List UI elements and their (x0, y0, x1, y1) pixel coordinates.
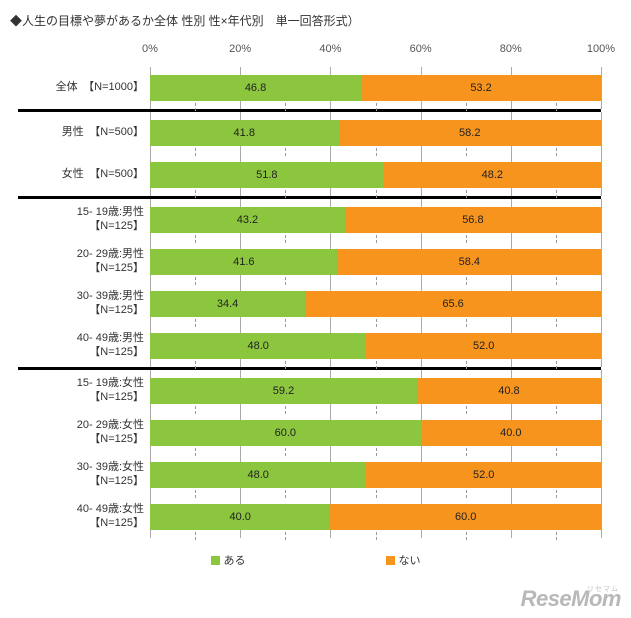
bar-segment-no: 52.0 (366, 462, 601, 488)
chart-rows: 全体 【N=1000】46.853.2男性 【N=500】41.858.2女性 … (10, 67, 621, 538)
stacked-bar: 48.052.0 (150, 333, 601, 359)
bar-segment-yes: 41.8 (150, 120, 339, 146)
data-row: 40- 49歳:男性 【N=125】48.052.0 (10, 325, 621, 367)
bar-segment-yes: 34.4 (150, 291, 305, 317)
row-plot: 60.040.0 (150, 412, 601, 454)
row-plot: 48.052.0 (150, 325, 601, 367)
legend-item: ない (386, 552, 421, 568)
bar-segment-no: 60.0 (330, 504, 601, 530)
row-label: 40- 49歳:女性 【N=125】 (10, 503, 150, 531)
row-label: 20- 29歳:女性 【N=125】 (10, 419, 150, 447)
chart-area: 0%20%40%60%80%100% 全体 【N=1000】46.853.2男性… (10, 43, 621, 568)
axis-tick-label: 80% (500, 43, 522, 55)
stacked-bar: 59.240.8 (150, 378, 601, 404)
stacked-bar: 43.256.8 (150, 207, 601, 233)
data-row: 20- 29歳:男性 【N=125】41.658.4 (10, 241, 621, 283)
stacked-bar: 60.040.0 (150, 420, 601, 446)
data-row: 15- 19歳:男性 【N=125】43.256.8 (10, 199, 621, 241)
axis-tick-label: 0% (142, 43, 158, 55)
chart-container: ◆人生の目標や夢があるか全体 性別 性×年代別 単一回答形式） 0% 20% 40%… (0, 0, 631, 568)
bar-segment-no: 58.4 (338, 249, 601, 275)
stacked-bar: 34.465.6 (150, 291, 601, 317)
row-label: 女性 【N=500】 (10, 168, 150, 182)
legend-label: ある (224, 552, 246, 568)
bar-segment-no: 40.0 (421, 420, 601, 446)
row-plot: 41.858.2 (150, 112, 601, 154)
bar-segment-no: 56.8 (345, 207, 601, 233)
row-plot: 34.465.6 (150, 283, 601, 325)
data-row: 40- 49歳:女性 【N=125】40.060.0 (10, 496, 621, 538)
legend-swatch (386, 556, 395, 565)
row-plot: 43.256.8 (150, 199, 601, 241)
row-label: 20- 29歳:男性 【N=125】 (10, 248, 150, 276)
data-row: 全体 【N=1000】46.853.2 (10, 67, 621, 109)
row-label: 15- 19歳:男性 【N=125】 (10, 206, 150, 234)
row-label: 男性 【N=500】 (10, 126, 150, 140)
bar-segment-yes: 48.0 (150, 333, 366, 359)
row-label: 30- 39歳:男性 【N=125】 (10, 290, 150, 318)
x-axis: 0% 20% 40% 60% 80% 100% (10, 43, 621, 61)
bar-segment-yes: 48.0 (150, 462, 366, 488)
row-label: 全体 【N=1000】 (10, 81, 150, 95)
bar-segment-no: 48.2 (384, 162, 601, 188)
row-plot: 46.853.2 (150, 67, 601, 109)
row-plot: 59.240.8 (150, 370, 601, 412)
bar-segment-no: 58.2 (339, 120, 601, 146)
stacked-bar: 40.060.0 (150, 504, 601, 530)
bar-segment-yes: 60.0 (150, 420, 421, 446)
data-row: 男性 【N=500】41.858.2 (10, 112, 621, 154)
chart-title: ◆人生の目標や夢があるか全体 性別 性×年代別 単一回答形式） (10, 12, 621, 29)
data-row: 15- 19歳:女性 【N=125】59.240.8 (10, 370, 621, 412)
legend-swatch (211, 556, 220, 565)
data-row: 30- 39歳:男性 【N=125】34.465.6 (10, 283, 621, 325)
stacked-bar: 48.052.0 (150, 462, 601, 488)
bar-segment-no: 40.8 (417, 378, 601, 404)
row-plot: 41.658.4 (150, 241, 601, 283)
bar-segment-yes: 59.2 (150, 378, 417, 404)
row-label: 15- 19歳:女性 【N=125】 (10, 377, 150, 405)
stacked-bar: 51.848.2 (150, 162, 601, 188)
axis-tick-label: 100% (587, 43, 615, 55)
legend-item: ある (211, 552, 246, 568)
row-plot: 51.848.2 (150, 154, 601, 196)
row-plot: 48.052.0 (150, 454, 601, 496)
data-row: 20- 29歳:女性 【N=125】60.040.0 (10, 412, 621, 454)
stacked-bar: 41.658.4 (150, 249, 601, 275)
axis-tick-label: 60% (410, 43, 432, 55)
bar-segment-yes: 43.2 (150, 207, 345, 233)
row-label: 40- 49歳:男性 【N=125】 (10, 332, 150, 360)
data-row: 30- 39歳:女性 【N=125】48.052.0 (10, 454, 621, 496)
stacked-bar: 46.853.2 (150, 75, 601, 101)
stacked-bar: 41.858.2 (150, 120, 601, 146)
axis-tick-label: 40% (319, 43, 341, 55)
bar-segment-no: 65.6 (305, 291, 601, 317)
row-label: 30- 39歳:女性 【N=125】 (10, 461, 150, 489)
bar-segment-yes: 41.6 (150, 249, 338, 275)
row-plot: 40.060.0 (150, 496, 601, 538)
watermark: リセマム ReseMom (521, 586, 621, 612)
bar-segment-yes: 40.0 (150, 504, 330, 530)
data-row: 女性 【N=500】51.848.2 (10, 154, 621, 196)
axis-tick-label: 20% (229, 43, 251, 55)
legend: ある ない (10, 552, 621, 568)
bar-segment-no: 52.0 (366, 333, 601, 359)
bar-segment-yes: 46.8 (150, 75, 361, 101)
legend-label: ない (399, 552, 421, 568)
bar-segment-yes: 51.8 (150, 162, 384, 188)
bar-segment-no: 53.2 (361, 75, 601, 101)
